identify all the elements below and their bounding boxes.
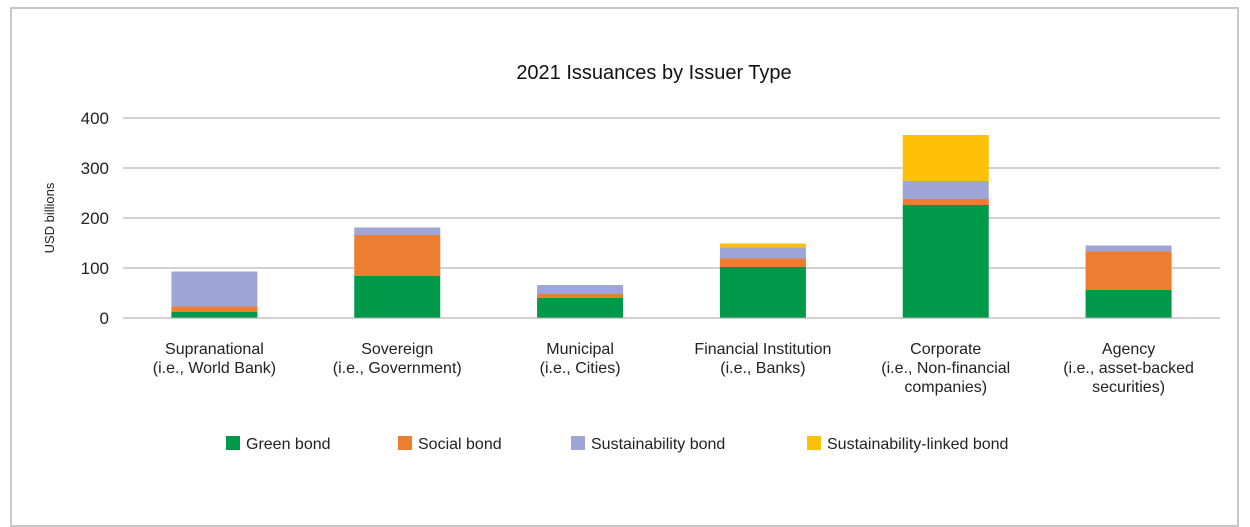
bar-segment [171,306,258,312]
x-tick-label: companies) [904,379,987,396]
x-tick-label: Supranational [165,341,264,358]
bar-segment [537,298,624,318]
stacked-bar-chart: 2021 Issuances by Issuer Type USD billio… [42,62,1220,453]
bar-segment [719,243,806,248]
bar-segment [354,227,441,235]
y-tick-label: 200 [81,209,109,228]
bar-segment [171,271,258,307]
legend-swatch [571,436,585,450]
legend-label: Green bond [246,436,331,453]
bar-segment [902,205,989,318]
x-tick-label: Agency [1102,341,1155,358]
legend: Green bond Social bond Sustainability bond… [226,436,1008,453]
category-labels: Supranational (i.e., World Bank) Sovereign… [153,341,1194,396]
bar-segment [902,199,989,205]
bar-segment [902,135,989,181]
legend-label: Sustainability bond [591,436,725,453]
bar-segment [719,267,806,318]
x-tick-label: (i.e., asset-backed [1063,360,1194,377]
legend-swatch [398,436,412,450]
y-tick-label: 0 [100,309,109,328]
x-tick-label: (i.e., World Bank) [153,360,276,377]
legend-swatch [226,436,240,450]
bar-segment [902,181,989,199]
x-tick-label: Corporate [910,341,981,358]
x-tick-label: Municipal [546,341,614,358]
x-tick-label: (i.e., Non-financial [881,360,1010,377]
x-tick-label: (i.e., Government) [333,360,462,377]
bar-segment [1085,290,1172,318]
y-axis-label: USD billions [42,182,57,253]
x-tick-label: Sovereign [361,341,433,358]
legend-label: Social bond [418,436,502,453]
x-tick-label: securities) [1092,379,1165,396]
bar-segment [537,285,624,294]
gridlines: 0 100 200 300 400 [81,109,1220,328]
bar-segment [719,247,806,259]
x-tick-label: (i.e., Banks) [720,360,805,377]
x-tick-label: (i.e., Cities) [540,360,621,377]
bar-segment [1085,251,1172,290]
chart-title: 2021 Issuances by Issuer Type [516,62,791,84]
bar-segment [537,294,624,298]
bar-segment [1085,245,1172,252]
bars [171,135,1172,318]
legend-label: Sustainability-linked bond [827,436,1008,453]
legend-swatch [807,436,821,450]
bar-segment [354,235,441,276]
bar-segment [719,258,806,267]
bar-segment [171,312,258,318]
y-tick-label: 300 [81,159,109,178]
chart-frame [10,7,1239,527]
bar-segment [354,276,441,318]
y-tick-label: 400 [81,109,109,128]
y-tick-label: 100 [81,259,109,278]
x-tick-label: Financial Institution [694,341,831,358]
